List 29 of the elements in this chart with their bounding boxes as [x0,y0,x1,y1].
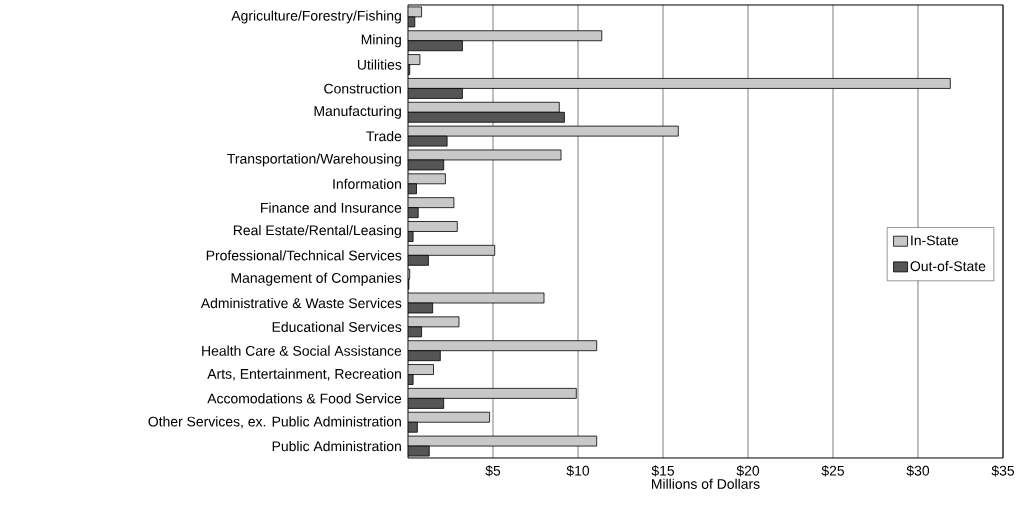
legend-label: Out-of-State [910,260,986,272]
y-tick-label: Information [333,178,401,189]
y-tick-label: Real Estate/Rental/Leasing [233,224,401,238]
x-tick-label: $15 [651,465,675,477]
x-tick-label: $20 [736,465,760,477]
legend-label: In-State [911,235,959,246]
y-tick-label: Utilities [357,59,402,70]
y-tick-label: Trade [366,130,402,142]
y-tick-label: Public Administration [272,440,401,452]
y-tick-label: Other Services, ex. Public Administration [148,416,401,429]
y-tick-label: Management of Companies [231,272,402,286]
y-tick-label: Educational Services [272,321,402,332]
x-tick-label: $25 [821,465,845,477]
x-axis-title: Millions of Dollars [652,478,760,489]
x-tick-label: $5 [485,465,501,477]
y-tick-label: Finance and Insurance [261,202,402,213]
x-tick-label: $30 [906,465,930,477]
y-tick-label: Health Care & Social Assistance [202,345,402,356]
y-tick-label: Transportation/Warehousing [227,153,401,167]
y-tick-label: Administrative & Waste Services [200,297,402,309]
y-tick-label: Mining [361,34,401,48]
y-tick-label: Professional/Technical Services [206,250,402,261]
y-tick-label: Arts, Entertainment, Recreation [207,368,401,381]
y-tick-label: Manufacturing [314,105,401,119]
x-tick-label: $10 [566,465,590,477]
y-tick-label: Accomodations & Food Service [207,393,402,404]
y-tick-label: Agriculture/Forestry/Fishing [231,10,401,24]
x-tick-label: $35 [991,465,1015,477]
y-tick-label: Construction [324,83,401,94]
